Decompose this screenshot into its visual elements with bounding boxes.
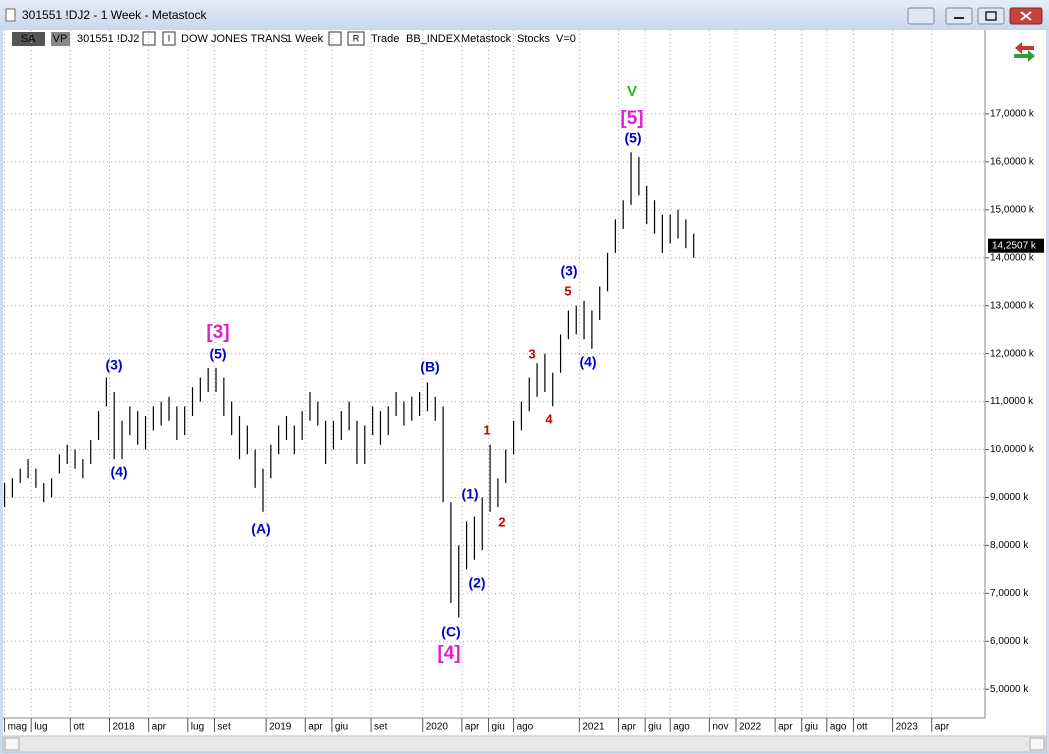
x-tick-label: ott bbox=[73, 722, 84, 733]
toolbar-label: Metastock bbox=[461, 33, 512, 45]
x-tick-label: giu bbox=[648, 722, 661, 733]
toolbar-label: Trade bbox=[371, 33, 399, 45]
sa-button[interactable] bbox=[12, 32, 45, 46]
plot: 5,0000 k 6,0000 k 7,0000 k 8,0000 k 9,0000 k… bbox=[3, 30, 1044, 733]
wave-label: 4 bbox=[545, 411, 553, 426]
y-tick-label: 11,0000 k bbox=[990, 396, 1034, 407]
x-tick-label: ago bbox=[830, 722, 847, 733]
close-glyph bbox=[1020, 11, 1032, 21]
horizontal-scrollbar[interactable] bbox=[2, 735, 1047, 753]
scroll-right-button[interactable] bbox=[1029, 737, 1045, 751]
toolbar-label: SA bbox=[21, 33, 36, 45]
wave-label: V bbox=[627, 83, 637, 100]
x-tick-label: lug bbox=[191, 722, 204, 733]
x-tick-label: giu bbox=[335, 722, 348, 733]
x-tick-label: ago bbox=[517, 722, 534, 733]
x-tick-label: set bbox=[217, 722, 231, 733]
toolbar-label: 301551 !DJ2 bbox=[77, 33, 139, 45]
minimize-button[interactable] bbox=[945, 7, 973, 25]
x-tick-label: apr bbox=[778, 722, 793, 733]
y-tick-label: 10,0000 k bbox=[990, 444, 1035, 455]
wave-label: 1 bbox=[483, 422, 490, 437]
red-arrow bbox=[1015, 42, 1034, 54]
wave-label: 2 bbox=[498, 514, 505, 529]
wave-label: (4) bbox=[110, 464, 127, 480]
x-tick-label: ott bbox=[856, 722, 867, 733]
period-dropdown[interactable] bbox=[328, 31, 342, 46]
wave-label: [3] bbox=[206, 322, 229, 343]
window-title: 301551 !DJ2 - 1 Week - Metastock bbox=[22, 8, 208, 22]
window-buttons[interactable] bbox=[907, 7, 1043, 25]
x-tick-label: set bbox=[374, 722, 388, 733]
x-tick-label: lug bbox=[34, 722, 47, 733]
toolbar-label: V=0 bbox=[556, 33, 576, 45]
y-tick-label: 12,0000 k bbox=[990, 348, 1035, 359]
x-tick-label: mag bbox=[8, 722, 27, 733]
x-tick-label: apr bbox=[935, 722, 950, 733]
wave-label: 5 bbox=[564, 283, 571, 298]
x-tick-label: apr bbox=[465, 722, 480, 733]
scroll-left-button[interactable] bbox=[4, 737, 20, 751]
wave-label: [4] bbox=[437, 643, 460, 664]
y-tick-label: 17,0000 k bbox=[990, 109, 1035, 120]
x-tick-label: 2023 bbox=[896, 722, 919, 733]
r-glyph: R bbox=[353, 33, 360, 43]
x-tick-label: 2022 bbox=[739, 722, 762, 733]
wave-label: (3) bbox=[560, 263, 577, 279]
r-box[interactable] bbox=[347, 31, 365, 46]
title-bar bbox=[0, 0, 1049, 30]
i-box[interactable] bbox=[162, 31, 176, 46]
last-price-box bbox=[988, 238, 1044, 253]
y-tick-label: 16,0000 k bbox=[990, 156, 1035, 167]
wave-label: (C) bbox=[441, 624, 460, 640]
maximize-glyph bbox=[985, 11, 997, 21]
y-tick-label: 13,0000 k bbox=[990, 300, 1035, 311]
x-tick-label: giu bbox=[492, 722, 505, 733]
y-tick-label: 6,0000 k bbox=[990, 636, 1029, 647]
x-tick-label: nov bbox=[712, 722, 728, 733]
sync-icon[interactable] bbox=[1014, 42, 1035, 62]
x-tick-label: ago bbox=[673, 722, 690, 733]
maximize-button[interactable] bbox=[977, 7, 1005, 25]
toolbar-label: DOW JONES TRANS bbox=[181, 33, 288, 45]
x-tick-label: apr bbox=[152, 722, 167, 733]
wave-label: 3 bbox=[528, 346, 535, 361]
y-tick-label: 7,0000 k bbox=[990, 588, 1029, 599]
x-tick-label: 2018 bbox=[113, 722, 136, 733]
x-tick-label: apr bbox=[308, 722, 323, 733]
y-tick-label: 5,0000 k bbox=[990, 684, 1029, 695]
toolbar-label: VP bbox=[53, 33, 68, 45]
toolbar-label: Stocks bbox=[517, 33, 551, 45]
y-tick-label: 8,0000 k bbox=[990, 540, 1029, 551]
x-tick-label: 2021 bbox=[582, 722, 605, 733]
wave-label: (A) bbox=[251, 521, 270, 537]
x-tick-label: 2019 bbox=[269, 722, 292, 733]
wave-label: (3) bbox=[105, 357, 122, 373]
wave-label: (5) bbox=[624, 130, 641, 146]
wave-label: (5) bbox=[209, 346, 226, 362]
x-tick-label: giu bbox=[805, 722, 818, 733]
chart-area bbox=[3, 30, 1046, 736]
wave-label: (4) bbox=[579, 354, 596, 370]
restore-toolbar-button[interactable] bbox=[907, 7, 935, 25]
i-glyph: I bbox=[168, 33, 171, 43]
green-arrow bbox=[1014, 50, 1035, 62]
y-tick-label: 14,0000 k bbox=[990, 252, 1035, 263]
wave-label: [5] bbox=[620, 108, 643, 129]
app-icon bbox=[5, 8, 16, 22]
x-tick-label: 2020 bbox=[426, 722, 449, 733]
wave-label: (B) bbox=[420, 359, 439, 375]
wave-label: (2) bbox=[468, 575, 485, 591]
y-tick-label: 15,0000 k bbox=[990, 204, 1035, 215]
last-price-label: 14,2507 k bbox=[992, 240, 1037, 251]
vp-button[interactable] bbox=[51, 32, 70, 46]
y-tick-label: 9,0000 k bbox=[990, 492, 1029, 503]
wave-label: (1) bbox=[461, 486, 478, 502]
x-tick-label: apr bbox=[622, 722, 637, 733]
toolbar-label: BB_INDEX bbox=[406, 33, 461, 45]
